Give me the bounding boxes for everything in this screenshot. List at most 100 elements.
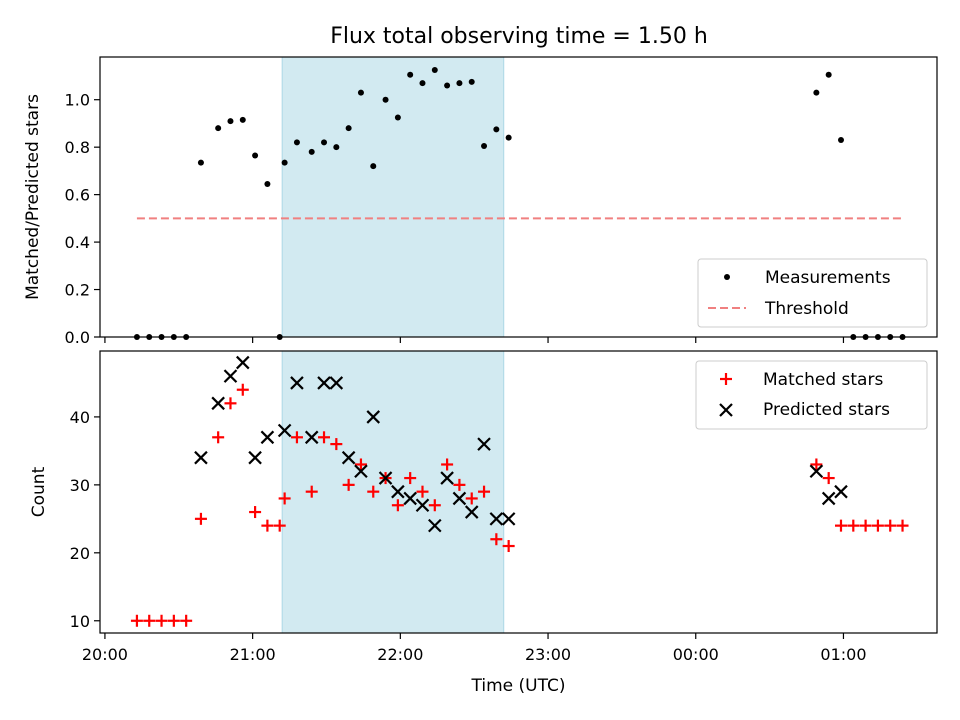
bottom-axes-frame: [99, 350, 938, 634]
predicted-star-point: [501, 512, 516, 526]
predicted-star-point: [464, 505, 479, 519]
predicted-star-point: [366, 410, 381, 424]
matched-star-point: [428, 499, 441, 512]
matched-star-point: [847, 519, 860, 532]
predicted-star-point: [277, 423, 292, 438]
matched-star-point: [155, 614, 168, 627]
top-panel: 0.0 0.2 0.4 0.6 0.8 1.0 Matched/Predicted sta…: [23, 56, 938, 347]
x-stroke: [834, 484, 848, 499]
matched-star-point: [859, 519, 872, 532]
legend-label-measurements: Measurements: [765, 268, 891, 288]
predicted-star-point: [415, 498, 430, 513]
predicted-star-point: [403, 491, 417, 506]
matched-star-point: [810, 458, 823, 471]
top-legend-box: [697, 258, 928, 328]
matched-star-point: [354, 458, 367, 471]
chart-title: Flux total observing time = 1.50 h: [330, 24, 708, 49]
legend-plus: [720, 373, 732, 385]
x-stroke: [489, 512, 504, 526]
measurement-point: [456, 80, 463, 87]
x-stroke: [211, 396, 225, 411]
measurement-point: [293, 139, 300, 146]
matched-star-point: [290, 431, 303, 444]
predicted-star-point: [378, 471, 393, 485]
y-tick-label: 40: [70, 408, 90, 427]
matched-star-point: [404, 472, 417, 485]
predicted-star-point: [391, 484, 405, 499]
matched-star-point: [367, 485, 380, 498]
matched-star-point: [318, 431, 331, 444]
x-stroke: [277, 423, 292, 438]
predicted-star-point: [440, 471, 454, 485]
matched-star-point: [278, 492, 291, 505]
top-legend: Measurements Threshold: [697, 258, 928, 328]
legend-marker-predicted: [719, 403, 733, 417]
x-axis-label: Time (UTC): [471, 676, 566, 696]
y-tick-label: 0.0: [65, 328, 90, 347]
matched-star-point: [143, 614, 156, 627]
bottom-y-axis-label: Count: [29, 466, 49, 517]
x-stroke: [366, 410, 381, 424]
x-stroke: [378, 471, 393, 485]
x-stroke: [428, 518, 442, 533]
matched-star-point: [465, 492, 478, 505]
x-stroke: [809, 464, 824, 479]
bottom-y-axis-ticks: 10 20 30 40: [70, 408, 100, 631]
matched-stars-points: [130, 383, 909, 627]
x-stroke: [260, 430, 275, 445]
measurement-point: [227, 118, 234, 125]
predicted-star-point: [428, 518, 442, 533]
predicted-star-point: [477, 437, 491, 451]
predicted-star-point: [821, 491, 836, 506]
predicted-star-point: [260, 430, 275, 445]
predicted-star-point: [194, 450, 208, 465]
matched-star-point: [249, 506, 262, 519]
matched-star-point: [441, 458, 454, 471]
matched-star-point: [871, 519, 884, 532]
legend-marker-measurements: [724, 274, 730, 280]
measurement-point: [197, 159, 204, 166]
measurement-point: [370, 163, 377, 170]
top-y-axis-label: Matched/Predicted stars: [23, 94, 43, 300]
x-stroke: [236, 355, 250, 370]
predicted-star-point: [329, 376, 344, 390]
x-stroke: [341, 450, 356, 465]
measurement-point: [357, 89, 364, 96]
predicted-star-point: [834, 484, 848, 499]
matched-star-point: [273, 519, 286, 532]
predicted-star-point: [809, 464, 824, 479]
predicted-star-point: [489, 512, 504, 526]
matched-star-point: [167, 614, 180, 627]
matched-star-point: [453, 478, 466, 491]
y-tick-label: 0.6: [65, 186, 90, 205]
measurement-point: [333, 144, 340, 151]
measurement-point: [281, 159, 288, 166]
x-stroke: [440, 471, 454, 485]
x-stroke: [719, 403, 733, 417]
measurement-point: [308, 148, 315, 155]
measurement-point: [252, 152, 259, 159]
matched-star-point: [342, 478, 355, 491]
matched-star-point: [391, 499, 404, 512]
x-stroke: [223, 369, 238, 383]
x-tick-label: 21:00: [230, 645, 276, 664]
y-tick-label: 0.4: [65, 233, 90, 252]
matched-star-point: [416, 485, 429, 498]
matched-star-point: [834, 519, 847, 532]
top-shaded-interval: [281, 56, 505, 338]
x-tick-label: 22:00: [377, 645, 423, 664]
x-tick-label: 01:00: [820, 645, 866, 664]
matched-star-point: [478, 485, 491, 498]
x-stroke: [304, 430, 319, 445]
measurement-point: [431, 67, 438, 74]
predicted-star-point: [223, 369, 238, 383]
top-x-axis-ticks: [104, 337, 845, 343]
x-stroke: [452, 491, 467, 506]
measurement-point: [345, 125, 352, 132]
measurement-point: [382, 96, 389, 103]
matched-star-point: [180, 614, 193, 627]
x-stroke: [248, 450, 262, 465]
x-stroke: [354, 464, 368, 479]
measurement-point: [394, 114, 401, 121]
